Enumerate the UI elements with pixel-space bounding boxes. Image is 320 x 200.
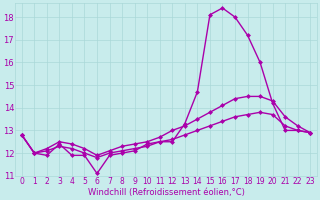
X-axis label: Windchill (Refroidissement éolien,°C): Windchill (Refroidissement éolien,°C) xyxy=(88,188,244,197)
